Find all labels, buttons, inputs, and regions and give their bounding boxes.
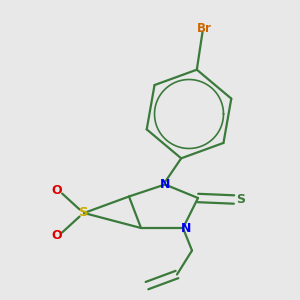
Text: O: O bbox=[52, 184, 62, 197]
Text: N: N bbox=[181, 221, 191, 235]
Text: S: S bbox=[79, 206, 89, 220]
Text: N: N bbox=[160, 178, 170, 191]
Text: Br: Br bbox=[196, 22, 211, 35]
Text: S: S bbox=[236, 193, 245, 206]
Text: O: O bbox=[52, 229, 62, 242]
